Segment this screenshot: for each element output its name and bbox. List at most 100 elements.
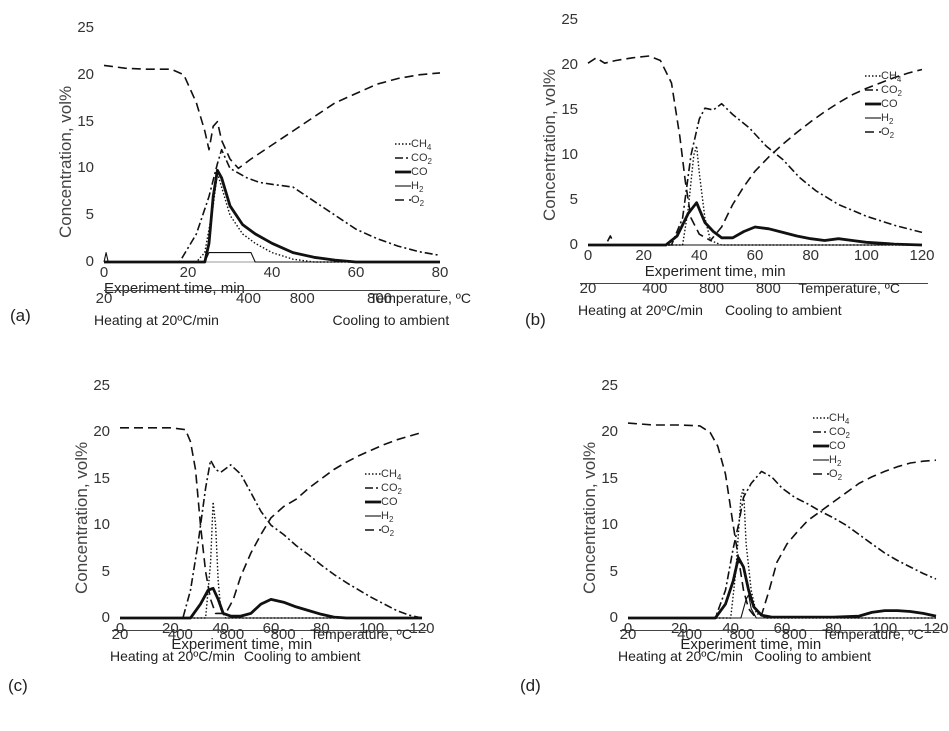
y-tick-label: 5 <box>569 191 578 208</box>
legend-swatch <box>365 487 381 489</box>
plot-area <box>587 55 923 247</box>
legend-item: CH4 <box>813 412 849 426</box>
x-tick-label: 40 <box>722 620 739 637</box>
legend-subscript: 2 <box>389 529 395 539</box>
y-tick-label: 15 <box>93 469 110 487</box>
temperature-tick-label: 800 <box>699 280 725 297</box>
panel-label: (c) <box>8 676 28 695</box>
legend-swatch <box>813 431 829 433</box>
y-tick-label: 0 <box>609 609 618 626</box>
legend-swatch <box>813 444 829 448</box>
legend-label: CO <box>881 98 898 110</box>
panel-a: (a) Concentration, vol% 0 5 10 15 20 25 0 20 40 60 8… <box>0 0 480 360</box>
legend-subscript: 2 <box>427 157 432 167</box>
legend-label: O <box>829 468 838 480</box>
legend-swatch <box>813 473 829 475</box>
legend-swatch <box>395 170 411 174</box>
x-tick-label: 80 <box>824 620 842 637</box>
legend-swatch <box>395 199 411 201</box>
temperature-tick-label: 800 <box>781 626 807 643</box>
series-line-ch4 <box>588 145 922 246</box>
series-line-ch4 <box>104 172 440 263</box>
legend-subscript: 2 <box>888 117 894 127</box>
legend-label: H <box>381 510 389 522</box>
series-line-extra <box>606 235 614 242</box>
legend-subscript: 2 <box>897 89 902 99</box>
legend-item: CO <box>365 496 398 508</box>
legend-item: O2 <box>865 126 894 140</box>
x-tick-label: 60 <box>262 620 280 637</box>
y-tick-label: 5 <box>609 562 618 580</box>
x-tick-label: 100 <box>853 247 879 264</box>
panel-b: (b) Concentration, vol% 0 5 10 15 20 25 0 20 40 60 8… <box>480 0 949 360</box>
cooling-annotation: Cooling to ambient <box>724 302 842 318</box>
x-tick-label: 60 <box>347 264 365 281</box>
y-tick-label: 10 <box>601 516 618 534</box>
legend-label: CO <box>829 426 846 438</box>
temperature-tick-label: 20 <box>579 280 597 297</box>
plot-area <box>627 422 937 620</box>
series-line-co2 <box>628 470 937 619</box>
temperature-tick-label: 800 <box>289 290 315 307</box>
legend-subscript: 2 <box>397 487 402 497</box>
legend-item: CH4 <box>395 138 431 152</box>
y-tick-label: 25 <box>561 11 578 28</box>
legend-swatch <box>365 473 381 475</box>
legend-label: CO <box>381 496 398 508</box>
legend-swatch <box>865 117 881 119</box>
temperature-tick-label: 400 <box>677 626 703 643</box>
temperature-tick-label: 400 <box>642 280 668 297</box>
plot-area <box>120 426 423 620</box>
legend-item: O2 <box>365 524 394 538</box>
y-tick-label: 15 <box>77 112 94 130</box>
y-tick-label: 20 <box>77 65 94 83</box>
series-line-co <box>588 201 923 247</box>
y-tick-label: 15 <box>601 469 618 487</box>
temperature-tick-label: 20 <box>95 290 113 307</box>
y-tick-label: 5 <box>101 562 110 580</box>
legend-item: CO2 <box>865 84 902 98</box>
x-tick-label: 0 <box>115 620 125 637</box>
series-line-o2 <box>587 55 923 242</box>
y-tick-label: 20 <box>93 423 110 441</box>
series-line-co2 <box>120 459 423 619</box>
panel-d: (d) Concentration, vol% 0 5 10 15 20 25 0 20 40 60 8… <box>480 370 949 731</box>
y-tick-label: 20 <box>561 56 578 73</box>
y-tick-label: 20 <box>601 423 618 441</box>
series-line-co2 <box>588 102 923 246</box>
x-axis-label: Experiment time, min <box>104 280 245 297</box>
y-tick-label: 0 <box>569 236 578 253</box>
series-line-co <box>104 168 440 264</box>
series-line-h2 <box>103 252 440 263</box>
legend-subscript: 4 <box>426 143 432 153</box>
temperature-axis-line <box>620 630 942 631</box>
legend-label: O <box>381 524 390 536</box>
x-tick-label: 60 <box>773 620 791 637</box>
series-line-h2 <box>628 594 936 619</box>
legend-item: CO <box>813 440 846 452</box>
legend-item: H2 <box>395 180 423 194</box>
x-tick-label: 120 <box>923 620 949 637</box>
x-tick-label: 0 <box>583 247 593 264</box>
temperature-axis-line <box>104 290 440 291</box>
legend-label: CO <box>411 152 428 164</box>
legend-swatch <box>865 131 881 133</box>
y-tick-label: 10 <box>93 516 110 534</box>
plot-area <box>103 64 441 264</box>
legend-item: O2 <box>395 194 424 208</box>
series-line-o2 <box>103 64 441 170</box>
temperature-tick-label: 800 <box>729 626 755 643</box>
temperature-tick-label: 400 <box>235 290 261 307</box>
x-tick-label: 80 <box>312 620 330 637</box>
y-tick-label: 15 <box>561 101 578 118</box>
legend-subscript: 2 <box>845 431 850 441</box>
legend-swatch <box>865 75 881 77</box>
x-tick-label: 40 <box>690 247 708 264</box>
x-axis-label: Experiment time, min <box>680 636 822 653</box>
x-axis-label: Experiment time, min <box>644 263 786 280</box>
y-tick-label: 25 <box>77 19 94 36</box>
temperature-tick-label: 20 <box>111 626 129 643</box>
x-tick-label: 100 <box>359 620 385 637</box>
legend-swatch <box>395 143 411 145</box>
legend-swatch <box>365 529 381 531</box>
